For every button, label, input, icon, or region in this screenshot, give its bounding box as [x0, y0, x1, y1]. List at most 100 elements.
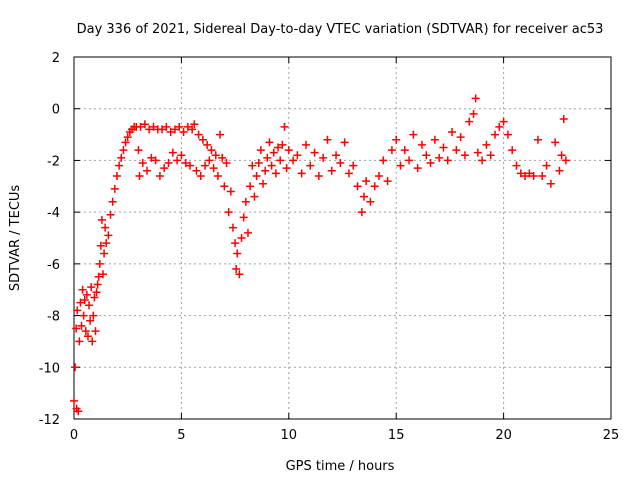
- data-point-0-101: [248, 161, 257, 170]
- data-point-0-71: [185, 161, 194, 170]
- data-point-0-144: [392, 135, 401, 144]
- data-point-0-131: [340, 138, 349, 147]
- data-point-0-41: [123, 133, 132, 142]
- data-point-0-112: [271, 169, 280, 178]
- data-point-0-123: [306, 161, 315, 170]
- x-tick-label-5: 25: [603, 428, 620, 443]
- data-point-0-103: [252, 171, 261, 180]
- data-point-0-151: [422, 151, 431, 160]
- data-point-0-175: [521, 171, 530, 180]
- data-point-0-88: [222, 159, 231, 168]
- y-tick-label-7: 2: [52, 51, 60, 66]
- data-point-0-138: [366, 197, 375, 206]
- data-point-0-135: [357, 208, 366, 217]
- data-point-0-97: [239, 213, 248, 222]
- data-point-0-18: [88, 337, 97, 346]
- data-point-0-96: [237, 234, 246, 242]
- data-point-0-100: [246, 182, 255, 191]
- data-point-0-173: [512, 161, 521, 170]
- grid: [74, 57, 611, 419]
- data-point-0-102: [250, 192, 259, 201]
- data-point-0-149: [413, 164, 422, 173]
- data-point-0-79: [203, 140, 212, 149]
- data-point-0-27: [97, 215, 106, 224]
- data-point-0-168: [491, 130, 500, 139]
- data-point-0-68: [179, 127, 188, 136]
- data-point-0-159: [456, 133, 465, 142]
- y-tick-label-4: -4: [47, 206, 60, 221]
- data-point-0-16: [86, 316, 95, 325]
- data-point-0-21: [91, 327, 100, 336]
- x-tick-label-1: 5: [177, 428, 185, 443]
- data-point-0-32: [104, 231, 113, 240]
- data-point-0-53: [147, 153, 156, 162]
- data-point-0-111: [269, 148, 278, 157]
- data-point-0-54: [149, 122, 158, 131]
- data-point-0-59: [160, 164, 169, 173]
- data-point-0-127: [323, 135, 332, 144]
- data-point-0-6: [75, 337, 84, 346]
- data-point-0-35: [110, 184, 119, 193]
- data-point-0-148: [409, 130, 418, 139]
- data-point-0-161: [465, 117, 474, 126]
- data-point-0-4: [73, 306, 82, 315]
- data-point-0-65: [173, 156, 182, 165]
- chart-title: Day 336 of 2021, Sidereal Day-to-day VTE…: [77, 22, 604, 37]
- data-point-0-119: [289, 156, 298, 165]
- x-tick-label-0: 0: [70, 428, 78, 443]
- data-point-0-14: [83, 332, 92, 341]
- data-point-0-132: [344, 169, 353, 178]
- x-tick-label-3: 15: [388, 428, 405, 443]
- data-point-0-13: [82, 290, 91, 299]
- data-point-0-133: [349, 161, 358, 170]
- data-point-0-0: [70, 396, 78, 405]
- data-point-0-33: [106, 210, 115, 219]
- data-point-0-128: [327, 166, 336, 175]
- data-point-0-63: [168, 148, 177, 157]
- data-point-0-157: [448, 127, 457, 136]
- y-tick-label-2: -8: [47, 310, 60, 325]
- data-point-0-78: [201, 161, 210, 170]
- data-point-0-169: [495, 122, 504, 131]
- data-point-0-98: [241, 197, 250, 206]
- data-point-0-30: [101, 223, 110, 232]
- data-point-0-85: [216, 130, 225, 139]
- data-point-0-57: [155, 171, 164, 180]
- data-point-0-48: [136, 122, 145, 131]
- data-point-0-47: [135, 171, 144, 180]
- data-point-0-136: [359, 192, 368, 201]
- data-point-0-93: [232, 265, 241, 274]
- data-point-0-83: [211, 151, 220, 160]
- data-point-0-116: [280, 122, 289, 131]
- data-point-0-171: [503, 130, 512, 139]
- data-point-0-179: [538, 171, 547, 180]
- data-point-0-23: [93, 280, 102, 289]
- data-point-0-19: [89, 311, 98, 320]
- data-point-0-177: [529, 171, 538, 180]
- data-point-0-73: [190, 120, 199, 129]
- data-point-0-60: [162, 122, 171, 131]
- data-point-0-37: [115, 161, 124, 170]
- data-point-0-176: [525, 169, 534, 178]
- data-point-0-182: [551, 138, 560, 147]
- data-point-0-86: [218, 153, 227, 162]
- data-point-0-75: [194, 130, 203, 139]
- data-point-0-40: [121, 138, 130, 147]
- data-point-0-129: [332, 151, 341, 160]
- data-point-0-174: [516, 169, 525, 178]
- data-point-0-170: [499, 117, 508, 126]
- data-point-0-162: [469, 109, 478, 118]
- data-point-0-50: [140, 120, 149, 129]
- data-point-0-62: [166, 127, 175, 136]
- data-point-0-166: [482, 140, 491, 149]
- data-points: [70, 94, 570, 416]
- data-point-0-156: [443, 156, 452, 165]
- data-point-0-70: [183, 122, 192, 131]
- data-point-0-121: [297, 169, 306, 178]
- data-point-0-69: [181, 159, 190, 168]
- data-point-0-105: [256, 146, 265, 155]
- data-point-0-181: [546, 179, 555, 188]
- data-point-0-140: [375, 171, 384, 180]
- data-point-0-91: [228, 223, 237, 232]
